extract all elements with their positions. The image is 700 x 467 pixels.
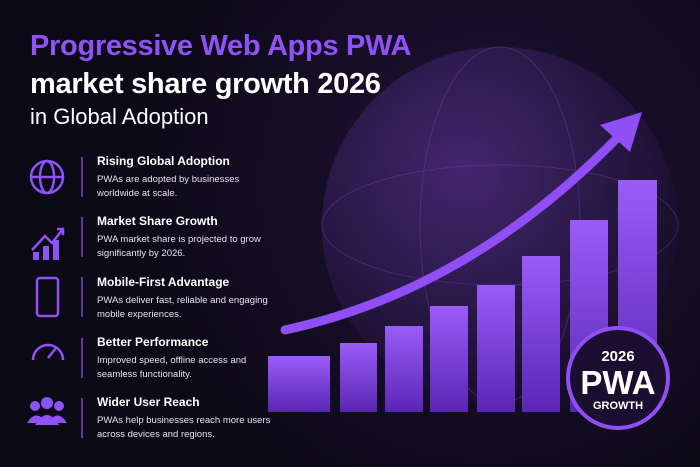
growth-arrow (280, 130, 625, 335)
feature-description: Improved speed, offline access and seaml… (97, 355, 247, 380)
feature: Wider User Reach PWAs help businesses rea… (97, 395, 282, 442)
growth-icon-bar (33, 252, 39, 260)
feature-title: Wider User Reach (97, 395, 200, 409)
speed-icon (47, 347, 57, 359)
icons (29, 159, 65, 361)
users-icon (54, 401, 64, 411)
feature-description: PWAs are adopted by businesses worldwide… (97, 174, 240, 199)
feature-title: Rising Global Adoption (97, 154, 230, 168)
users-icon (27, 415, 43, 423)
feature: Better Performance Improved speed, offlin… (97, 335, 282, 382)
bar (477, 285, 515, 412)
growth-icon-bar (43, 246, 49, 260)
bar (340, 343, 377, 412)
feature-description: PWAs help businesses reach more users ac… (97, 415, 271, 440)
title-line: Progressive Web Apps PWA (30, 30, 412, 62)
bar (385, 326, 423, 412)
bar (522, 256, 560, 412)
subtitle: in Global Adoption (30, 104, 209, 129)
users-icon (51, 415, 67, 423)
users-icon (41, 397, 53, 409)
feature: Rising Global Adoption PWAs are adopted b… (97, 154, 282, 201)
badge-circle (566, 326, 670, 430)
feature-description: PWA market share is projected to grow si… (97, 234, 261, 259)
mobile-icon (35, 276, 60, 318)
feature-title: Market Share Growth (97, 214, 218, 228)
feature: Market Share Growth PWA market share is p… (97, 214, 282, 261)
speed-icon (31, 343, 65, 361)
title-line: market share growth 2026 (30, 68, 381, 100)
feature: Mobile-First Advantage PWAs deliver fast,… (97, 275, 282, 322)
bar (268, 356, 330, 412)
feature-title: Mobile-First Advantage (97, 275, 230, 289)
users-icon (30, 401, 40, 411)
badge: 2026 PWA GROWTH (568, 328, 668, 428)
badge-year: 2026 (601, 348, 635, 365)
badge-caption: GROWTH (592, 400, 644, 412)
arrow-head (600, 112, 642, 152)
bar (430, 306, 468, 412)
growth-icon-bar (53, 240, 59, 260)
feature-description: PWAs deliver fast, reliable and engaging… (97, 295, 268, 320)
badge-label: PWA (580, 364, 656, 401)
feature-title: Better Performance (97, 335, 209, 349)
growth-icon (31, 227, 65, 251)
icon-fills (27, 240, 67, 425)
